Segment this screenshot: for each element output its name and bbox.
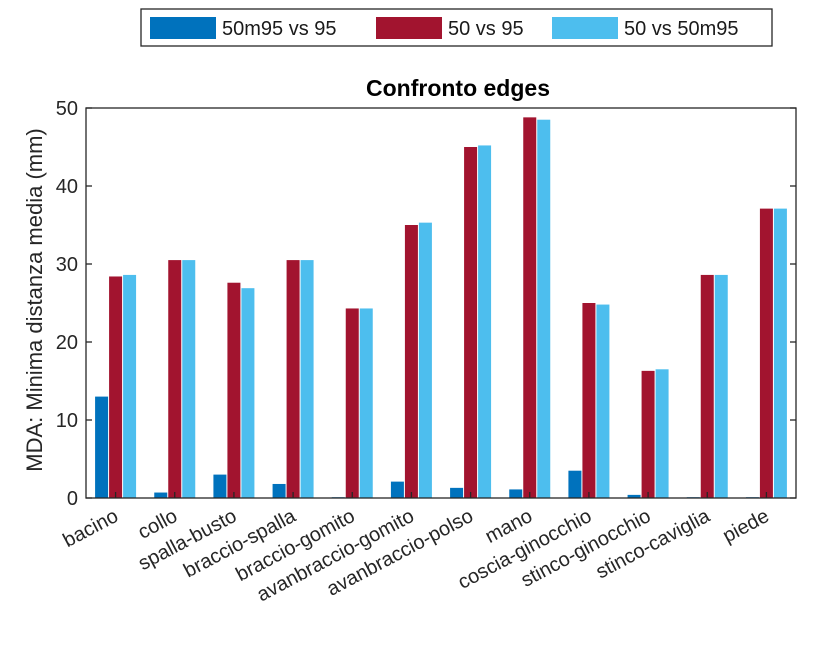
bar-collo-series-2 [168, 260, 182, 498]
legend-swatch-2 [376, 17, 442, 39]
legend-label-3: 50 vs 50m95 [624, 18, 739, 40]
y-ticks: 0 10 20 30 40 50 [56, 98, 796, 510]
bar-spalla-busto-series-1 [213, 474, 227, 498]
bar-stinco-ginocchio-series-3 [655, 369, 669, 498]
bar-mano-series-2 [523, 117, 537, 499]
bar-spalla-busto-series-2 [227, 282, 241, 498]
bar-avanbraccio-gomito-series-2 [404, 225, 418, 498]
bar-avanbraccio-polso-series-2 [464, 147, 478, 498]
x-tick-label-bacino: bacino [60, 505, 122, 552]
x-tick-labels: bacino collospalla-bustobraccio-spallabra… [60, 492, 773, 606]
bar-coscia-ginocchio-series-1 [568, 470, 582, 498]
y-tick-label: 20 [56, 332, 78, 354]
bar-stinco-ginocchio-series-2 [641, 370, 655, 498]
bar-mano-series-3 [537, 119, 551, 498]
bar-piede-series-3 [773, 208, 787, 498]
bar-stinco-caviglia-series-2 [700, 274, 714, 498]
bar-stinco-ginocchio-series-1 [627, 494, 641, 498]
bar-braccio-spalla-series-1 [272, 483, 286, 498]
y-axis-label: MDA: Minima distanza media (mm) [22, 128, 47, 472]
legend: 50m95 vs 95 50 vs 95 50 vs 50m95 [140, 8, 773, 47]
bar-braccio-spalla-series-3 [300, 260, 314, 498]
bar-coscia-ginocchio-series-2 [582, 303, 596, 498]
bar-avanbraccio-gomito-series-1 [390, 481, 404, 498]
bar-coscia-ginocchio-series-3 [596, 304, 610, 498]
y-tick-label: 40 [56, 176, 78, 198]
bar-mano-series-1 [509, 489, 523, 498]
legend-label-2: 50 vs 95 [448, 18, 524, 40]
y-tick-label: 50 [56, 98, 78, 120]
bar-collo-series-1 [154, 492, 168, 498]
chart-title: Confronto edges [366, 75, 550, 101]
bar-avanbraccio-polso-series-3 [478, 145, 492, 498]
bar-braccio-gomito-series-3 [359, 308, 373, 498]
axes [85, 107, 797, 499]
bar-braccio-gomito-series-2 [345, 308, 359, 498]
bar-piede-series-2 [759, 208, 773, 498]
bar-bacino-series-3 [123, 274, 137, 498]
y-tick-label: 0 [67, 488, 78, 510]
bar-avanbraccio-gomito-series-3 [418, 222, 432, 498]
bar-collo-series-3 [182, 260, 196, 498]
legend-swatch-1 [150, 17, 216, 39]
x-tick-label-piede: piede [719, 505, 773, 547]
y-tick-label: 10 [56, 410, 78, 432]
bar-stinco-caviglia-series-3 [714, 274, 728, 498]
plot-frame [85, 107, 797, 499]
bar-bacino-series-2 [109, 276, 123, 498]
bar-avanbraccio-polso-series-1 [450, 487, 464, 498]
legend-label-1: 50m95 vs 95 [222, 18, 337, 40]
legend-box [140, 8, 773, 47]
bar-spalla-busto-series-3 [241, 288, 255, 498]
bars [95, 117, 787, 499]
legend-swatch-3 [552, 17, 618, 39]
y-tick-label: 30 [56, 254, 78, 276]
bar-bacino-series-1 [95, 396, 109, 498]
bar-braccio-spalla-series-2 [286, 260, 300, 498]
